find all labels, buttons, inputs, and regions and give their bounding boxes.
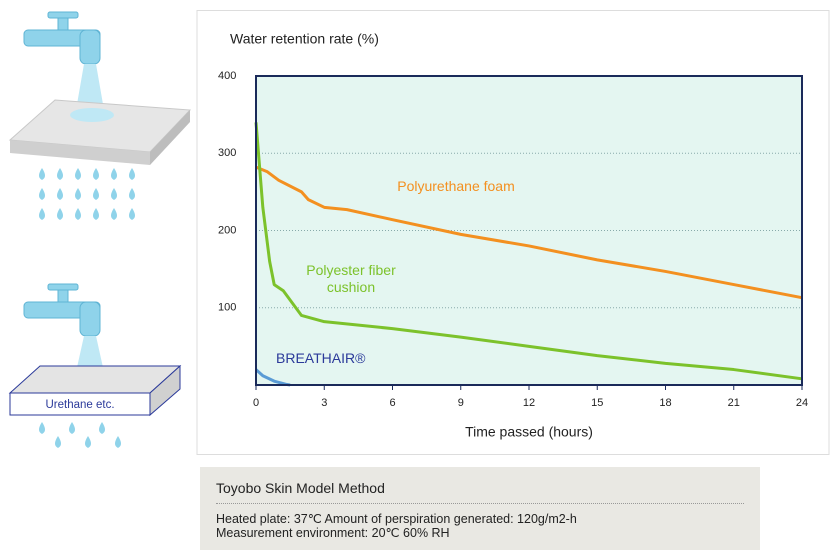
plot-border <box>255 75 803 386</box>
note-line: Measurement environment: 20℃ 60% RH <box>216 526 450 540</box>
y-tick-label: 100 <box>218 302 236 314</box>
y-tick-label: 200 <box>218 224 236 236</box>
faucet-bottom <box>23 283 104 372</box>
series-label: Polyurethane foam <box>397 178 515 194</box>
x-tick-label: 18 <box>659 397 671 409</box>
method-note: Toyobo Skin Model Method Heated plate: 3… <box>200 467 760 550</box>
x-tick-label: 6 <box>389 397 395 409</box>
x-tick-label: 0 <box>253 397 259 409</box>
illustrations: Urethane etc. <box>8 11 192 448</box>
drops-top <box>39 168 135 220</box>
block-label: Urethane etc. <box>45 399 114 411</box>
chart-title: Water retention rate (%) <box>230 31 379 47</box>
series-label: Polyester fiber cushion <box>306 262 396 295</box>
series-label: BREATHAIR® <box>276 350 366 366</box>
y-tick-label: 400 <box>218 70 236 82</box>
x-tick-label: 24 <box>796 397 808 409</box>
x-tick-label: 9 <box>458 397 464 409</box>
note-title: Toyobo Skin Model Method <box>216 480 385 496</box>
x-tick-label: 3 <box>321 397 327 409</box>
note-line: Heated plate: 37℃ Amount of perspiration… <box>216 512 577 526</box>
x-tick-label: 21 <box>728 397 740 409</box>
note-separator <box>216 503 744 504</box>
chart: Water retention rate (%) Time passed (ho… <box>196 10 830 455</box>
x-axis-label: Time passed (hours) <box>465 424 593 440</box>
foam-block <box>8 99 192 165</box>
urethane-block: Urethane etc. <box>8 364 182 417</box>
x-tick-label: 15 <box>591 397 603 409</box>
series-line <box>255 165 803 300</box>
drops-bottom <box>39 422 121 448</box>
series-line <box>254 122 803 381</box>
faucet-top <box>23 11 104 110</box>
x-tick-label: 12 <box>523 397 535 409</box>
y-tick-label: 300 <box>218 147 236 159</box>
